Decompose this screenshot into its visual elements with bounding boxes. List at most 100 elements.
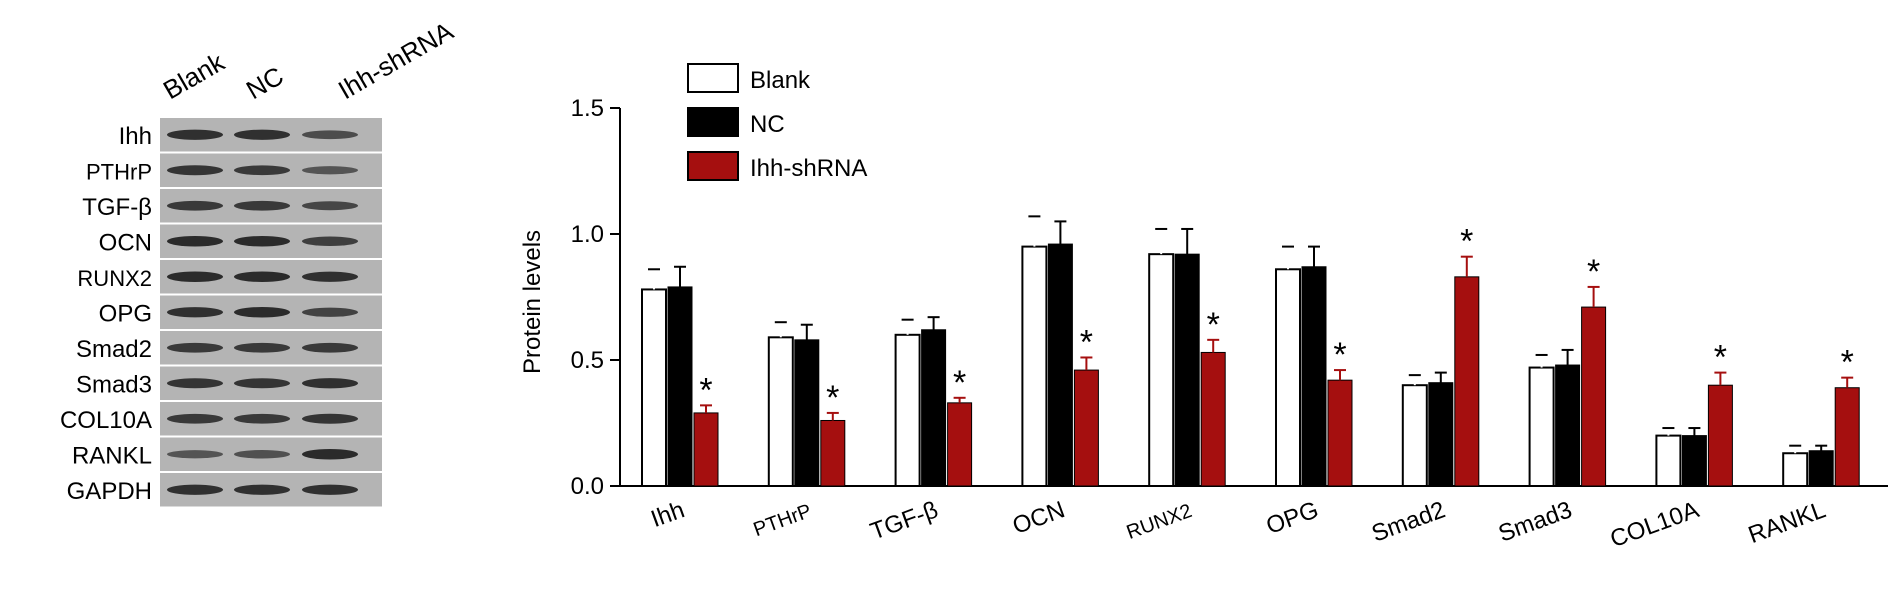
- blot-band-smad2-ihh-shrna: [302, 342, 358, 353]
- blot-lane-label-nc: NC: [241, 60, 289, 105]
- blot-band-pthrp-blank: [167, 165, 223, 176]
- blot-band-col10a-ihh-shrna: [302, 413, 358, 424]
- x-tick-label-pthrp: PTHrP: [751, 500, 815, 541]
- bar-col10a-nc: [1681, 435, 1707, 487]
- legend-label-nc: NC: [750, 111, 785, 138]
- significance-marker-smad2: *: [1460, 223, 1473, 261]
- blot-band-gapdh-blank: [167, 484, 223, 495]
- blot-band-smad3-ihh-shrna: [302, 378, 358, 389]
- bar-ocn-blank: [1021, 245, 1048, 487]
- blot-band-pthrp-nc: [234, 165, 290, 176]
- significance-marker-runx2: *: [1207, 306, 1220, 344]
- blot-lane-label-blank: Blank: [158, 46, 230, 105]
- blot-protein-label-ihh: Ihh: [119, 123, 152, 150]
- significance-marker-tgf: *: [953, 364, 966, 402]
- blot-band-opg-ihh-shrna: [302, 307, 358, 317]
- bar-runx2-ihh-shrna: [1200, 351, 1226, 487]
- bar-ihh-ihh-shrna: [693, 412, 719, 487]
- significance-marker-col10a: *: [1714, 339, 1727, 377]
- bar-rankl-ihh-shrna: [1834, 387, 1860, 487]
- bar-smad3-nc: [1555, 364, 1581, 487]
- western-blot-panel: Blank NC Ihh-shRNA Ihh PTHrP TGF-β OCN RUNX2 OP…: [60, 15, 459, 507]
- blot-band-smad2-nc: [234, 342, 290, 353]
- blot-band-smad2-blank: [167, 342, 223, 353]
- legend-swatch-blank: [687, 63, 739, 93]
- blot-band-rankl-blank: [167, 450, 223, 459]
- blot-protein-label-tgf: TGF-β: [82, 194, 152, 221]
- bar-rankl-nc: [1808, 450, 1834, 487]
- bar-opg-nc: [1301, 266, 1327, 487]
- blot-band-opg-blank: [167, 307, 223, 318]
- blot-lane-labels: Blank NC Ihh-shRNA: [158, 15, 459, 105]
- significance-marker-rankl: *: [1841, 344, 1854, 382]
- bar-chart-panel: 0.0 0.5 1.0 1.5 * * * * * * * * * * Ihh PTHrP TGF-β OCN…: [519, 63, 1888, 553]
- blot-band-runx2-nc: [234, 271, 290, 282]
- significance-marker-opg: *: [1333, 336, 1346, 374]
- bar-ihh-blank: [641, 288, 667, 487]
- bar-runx2-nc: [1174, 253, 1200, 487]
- bar-runx2-blank: [1148, 253, 1175, 487]
- x-tick-label-rankl: RANKL: [1745, 496, 1829, 549]
- bar-col10a-ihh-shrna: [1707, 384, 1733, 487]
- blot-band-tgf-blank: [167, 200, 223, 211]
- significance-marker-pthrp: *: [826, 379, 839, 417]
- blot-strips: [160, 118, 382, 507]
- blot-protein-label-smad2: Smad2: [76, 336, 152, 363]
- x-tick-label-col10a: COL10A: [1607, 496, 1703, 553]
- blot-protein-label-pthrp: PTHrP: [86, 159, 152, 184]
- bar-tgf-ihh-shrna: [947, 402, 973, 487]
- x-tick-label-smad3: Smad3: [1495, 496, 1576, 547]
- x-tick-label-ihh: Ihh: [647, 496, 688, 533]
- bar-pthrp-blank: [767, 336, 794, 487]
- blot-protein-label-rankl: RANKL: [72, 442, 152, 469]
- y-axis-label: Protein levels: [519, 230, 546, 374]
- bar-pthrp-nc: [794, 339, 820, 487]
- blot-band-ocn-blank: [167, 236, 223, 247]
- blot-protein-label-ocn: OCN: [99, 229, 152, 256]
- bar-tgf-nc: [921, 329, 947, 487]
- x-tick-label-opg: OPG: [1263, 496, 1322, 540]
- y-tick-label: 1.0: [571, 221, 604, 248]
- blot-band-runx2-blank: [167, 271, 223, 282]
- bar-opg-blank: [1275, 268, 1301, 487]
- y-tick-label: 0.5: [571, 347, 604, 374]
- bar-ihh-nc: [667, 286, 693, 487]
- blot-band-ihh-blank: [167, 129, 223, 140]
- bar-smad2-ihh-shrna: [1454, 276, 1480, 487]
- blot-band-tgf-nc: [234, 200, 290, 211]
- blot-protein-label-runx2: RUNX2: [77, 266, 152, 291]
- bar-opg-ihh-shrna: [1327, 379, 1353, 487]
- bar-col10a-blank: [1655, 434, 1682, 488]
- bar-smad3-ihh-shrna: [1581, 306, 1607, 487]
- blot-protein-labels: Ihh PTHrP TGF-β OCN RUNX2 OPG Smad2 Smad3 COL10A…: [60, 123, 152, 505]
- blot-band-gapdh-nc: [234, 484, 290, 495]
- bar-pthrp-ihh-shrna: [820, 419, 846, 487]
- legend-swatch-ihh-shrna: [687, 151, 739, 181]
- x-tick-label-smad2: Smad2: [1368, 496, 1449, 547]
- blot-band-ihh-ihh-shrna: [302, 130, 358, 140]
- blot-protein-label-gapdh: GAPDH: [67, 478, 152, 505]
- blot-band-runx2-ihh-shrna: [302, 271, 358, 282]
- blot-band-col10a-nc: [234, 413, 290, 424]
- blot-band-rankl-ihh-shrna: [302, 449, 358, 460]
- chart-x-tick-labels: Ihh PTHrP TGF-β OCN RUNX2 OPG Smad2 Smad3 COL10A…: [647, 496, 1829, 553]
- bar-ocn-ihh-shrna: [1073, 369, 1099, 487]
- blot-band-rankl-nc: [234, 450, 290, 459]
- blot-protein-label-smad3: Smad3: [76, 371, 152, 398]
- blot-protein-label-opg: OPG: [99, 300, 152, 327]
- blot-band-ihh-nc: [234, 129, 290, 140]
- bar-smad2-nc: [1428, 382, 1454, 487]
- blot-band-gapdh-ihh-shrna: [302, 484, 358, 495]
- x-tick-label-tgf: TGF-β: [867, 496, 942, 545]
- blot-band-ocn-nc: [234, 236, 290, 247]
- bar-ocn-nc: [1047, 243, 1073, 487]
- blot-lane-label-ihh-shrna: Ihh-shRNA: [333, 15, 459, 105]
- blot-band-ocn-ihh-shrna: [302, 236, 358, 246]
- bar-smad3-blank: [1528, 366, 1555, 487]
- chart-bars: * * * * * * * * * *: [641, 215, 1860, 488]
- blot-band-opg-nc: [234, 307, 290, 318]
- legend-label-ihh-shrna: Ihh-shRNA: [750, 155, 867, 182]
- legend-label-blank: Blank: [750, 67, 811, 94]
- chart-legend: Blank NC Ihh-shRNA: [687, 63, 867, 182]
